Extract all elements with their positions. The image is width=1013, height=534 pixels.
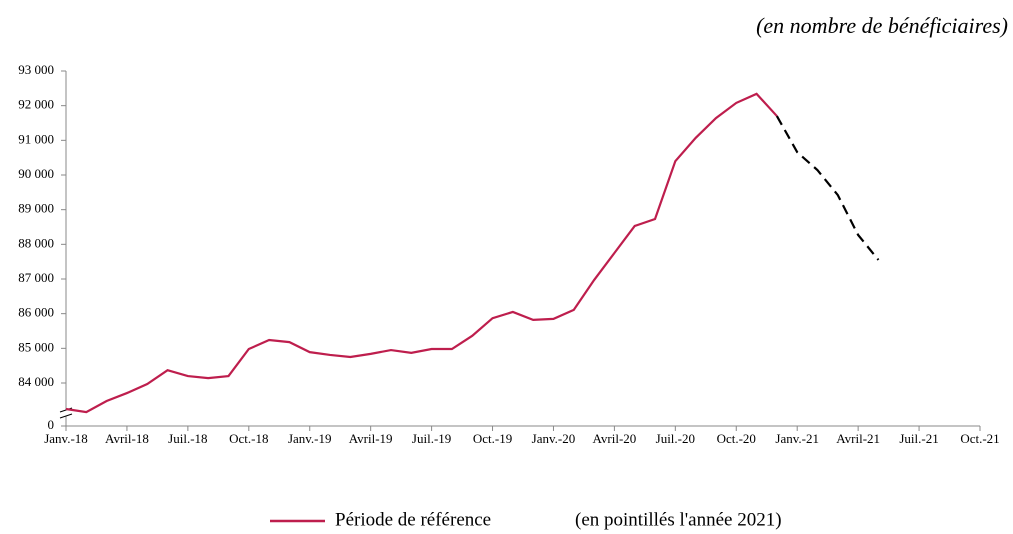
axis-break-gap bbox=[60, 410, 72, 416]
y-tick-label: 85 000 bbox=[18, 339, 54, 354]
y-tick-label: 90 000 bbox=[18, 166, 54, 181]
x-tick-label: Janv.-19 bbox=[288, 431, 332, 446]
x-tick-label: Juil.-21 bbox=[899, 431, 938, 446]
y-tick-label: 86 000 bbox=[18, 305, 54, 320]
x-tick-label: Juil.-19 bbox=[412, 431, 451, 446]
y-tick-label: 93 000 bbox=[18, 62, 54, 77]
x-tick-label: Avril-18 bbox=[105, 431, 149, 446]
chart-subtitle: (en nombre de bénéficiaires) bbox=[756, 13, 1008, 38]
series-line bbox=[65, 92, 778, 414]
y-tick-label: 88 000 bbox=[18, 235, 54, 250]
y-tick-label: 84 000 bbox=[18, 374, 54, 389]
x-tick-label: Janv.-20 bbox=[532, 431, 576, 446]
x-tick-label: Janv.-18 bbox=[44, 431, 88, 446]
axis-break-mark bbox=[59, 413, 73, 419]
x-tick-label: Avril-19 bbox=[349, 431, 393, 446]
x-tick-label: Juil.-18 bbox=[168, 431, 207, 446]
x-tick-label: Avril-21 bbox=[836, 431, 880, 446]
y-tick-label: 91 000 bbox=[18, 131, 54, 146]
y-tick-label: 87 000 bbox=[18, 270, 54, 285]
y-tick-label: 0 bbox=[48, 417, 55, 432]
legend-note: (en pointillés l'année 2021) bbox=[575, 509, 782, 530]
y-tick-label: 89 000 bbox=[18, 201, 54, 216]
x-tick-label: Oct.-18 bbox=[229, 431, 268, 446]
x-tick-label: Avril-20 bbox=[592, 431, 636, 446]
x-tick-label: Oct.-19 bbox=[473, 431, 512, 446]
x-tick-label: Oct.-21 bbox=[960, 431, 999, 446]
x-tick-label: Oct.-20 bbox=[717, 431, 756, 446]
y-tick-label: 92 000 bbox=[18, 97, 54, 112]
legend-label: Période de référence bbox=[335, 509, 491, 530]
x-tick-label: Juil.-20 bbox=[656, 431, 695, 446]
x-tick-label: Janv.-21 bbox=[775, 431, 819, 446]
series-line bbox=[775, 115, 880, 261]
